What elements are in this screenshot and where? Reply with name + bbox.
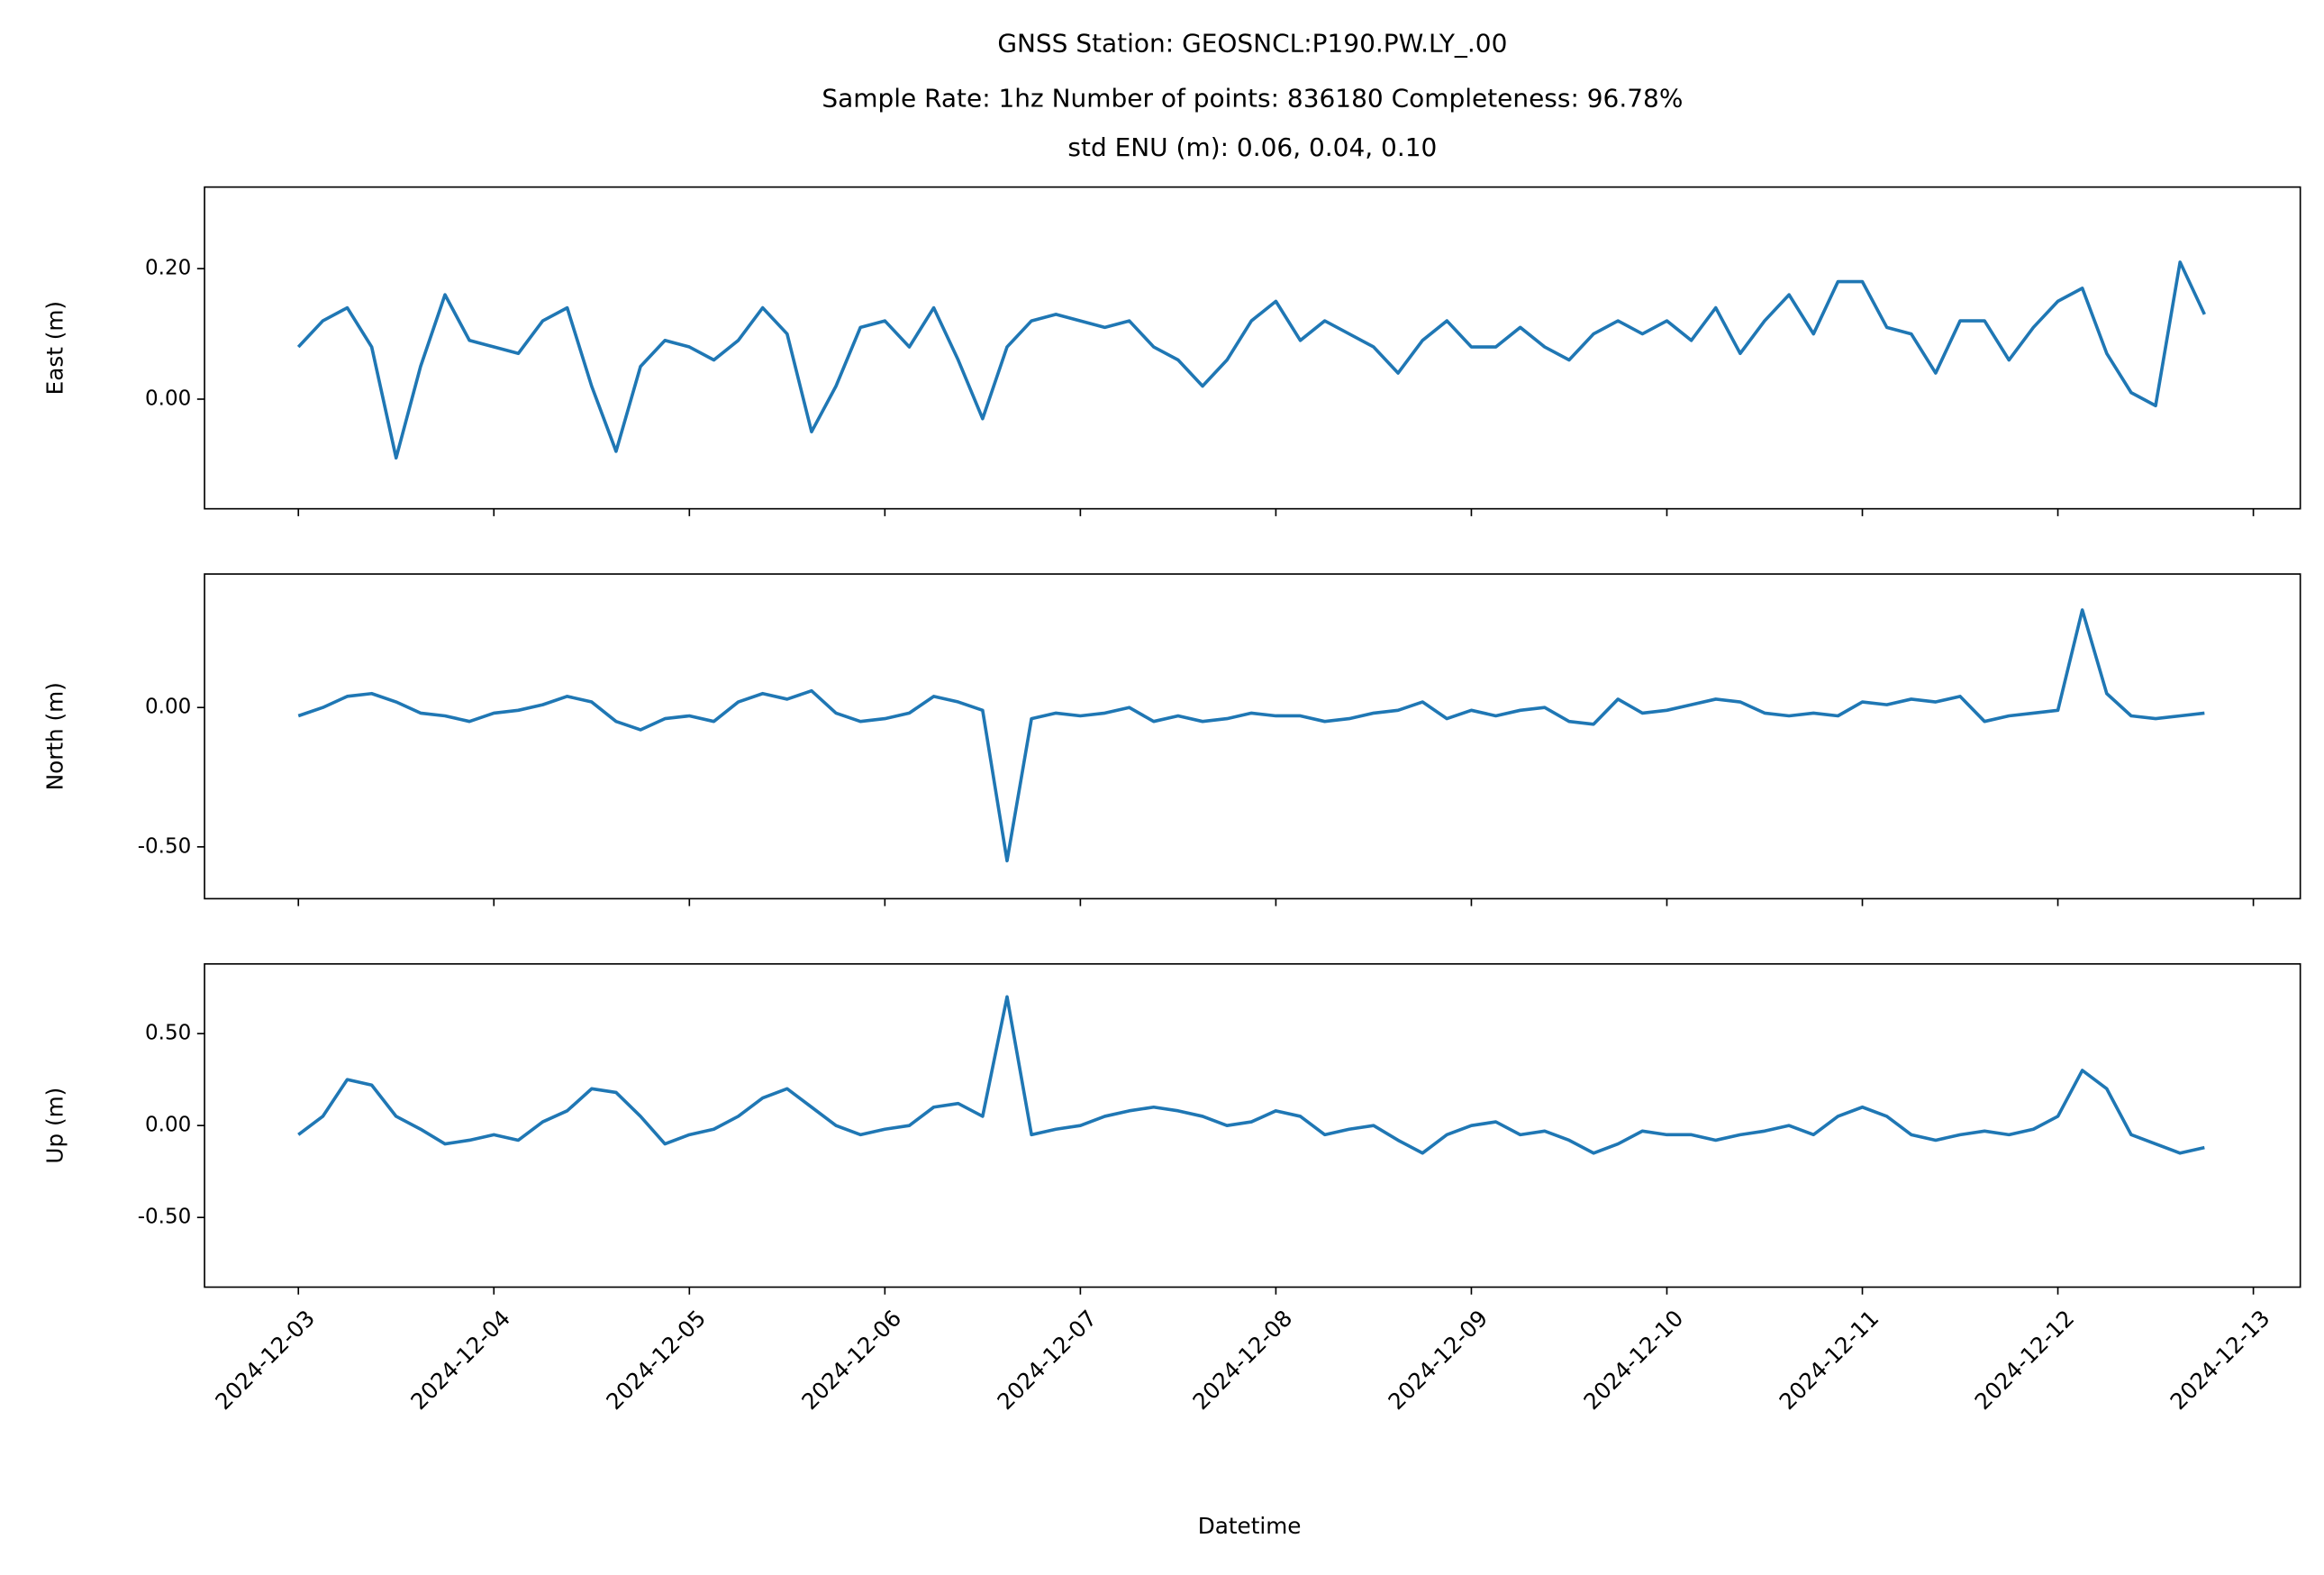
y-axis-label: North (m) — [42, 682, 68, 790]
data-line — [296, 260, 2206, 460]
title-line: std ENU (m): 0.06, 0.04, 0.10 — [1067, 132, 1437, 162]
y-axis-label: Up (m) — [42, 1088, 68, 1164]
y-axis-label: East (m) — [42, 301, 68, 395]
data-line — [297, 608, 2205, 863]
data-line — [297, 995, 2205, 1155]
title-line: GNSS Station: GEOSNCL:P190.PW.LY_.00 — [997, 29, 1507, 59]
axes-frame — [204, 573, 2301, 900]
y-tick-label: 0.00 — [145, 1114, 191, 1137]
y-tick-label: 0.20 — [145, 257, 191, 280]
y-tick-label: 0.50 — [145, 1022, 191, 1045]
plot-area — [296, 260, 2206, 460]
title-line: Sample Rate: 1hz Number of points: 83618… — [822, 84, 1683, 114]
axes-frame — [204, 186, 2301, 510]
y-tick-label: -0.50 — [138, 1206, 192, 1229]
axes-frame — [204, 962, 2301, 1288]
y-tick-label: 0.00 — [145, 387, 191, 410]
y-tick-label: 0.00 — [145, 696, 191, 719]
plot-area — [297, 608, 2205, 863]
y-tick-label: -0.50 — [138, 834, 192, 858]
plot-area — [297, 995, 2205, 1155]
x-axis-label: Datetime — [1198, 1513, 1302, 1539]
